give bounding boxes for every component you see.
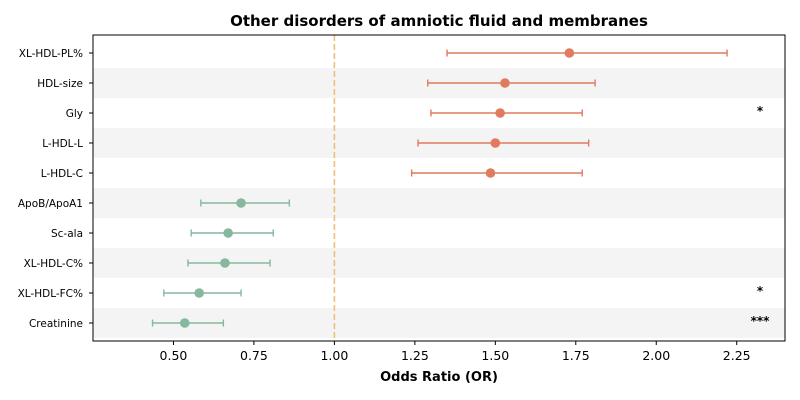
significance-labels: ***** [751, 104, 771, 328]
row-bands [93, 68, 785, 338]
point-estimate [490, 138, 501, 148]
y-tick-label: Gly [66, 108, 83, 120]
estimates [151, 48, 728, 328]
y-tick-label: XL-HDL-C% [24, 258, 83, 270]
y-tick-label: L-HDL-L [42, 138, 83, 150]
point-estimate [564, 48, 575, 58]
x-tick-label: 0.75 [240, 348, 268, 363]
point-estimate [500, 78, 510, 88]
point-estimate [194, 288, 205, 298]
x-tick-label: 1.50 [481, 348, 509, 363]
x-tick-label: 0.50 [160, 348, 188, 363]
y-tick-label: XL-HDL-PL% [19, 48, 83, 60]
row-band [93, 188, 785, 218]
point-estimate [179, 318, 190, 328]
x-tick-label: 1.25 [401, 348, 429, 363]
significance-label: * [757, 104, 764, 118]
y-tick-label: L-HDL-C [41, 168, 83, 180]
significance-label: * [757, 284, 764, 298]
x-tick-label: 2.25 [723, 348, 751, 363]
point-estimate [485, 168, 496, 178]
x-tick-label: 1.75 [562, 348, 590, 363]
y-tick-label: XL-HDL-FC% [18, 288, 83, 300]
x-axis: 0.50 0.75 1.00 1.25 1.50 1.75 2.00 2.25 [160, 341, 751, 363]
y-axis-labels: XL-HDL-PL% HDL-size Gly L-HDL-L L-HDL-C ApoB/… [18, 48, 93, 330]
x-axis-label: Odds Ratio (OR) [380, 370, 498, 385]
plot-frame [92, 34, 786, 342]
significance-label: *** [751, 314, 771, 328]
point-estimate [220, 258, 230, 268]
y-tick-label: ApoB/ApoA1 [18, 198, 83, 210]
point-estimate [236, 198, 246, 208]
y-tick-label: HDL-size [37, 78, 83, 90]
chart-title: Other disorders of amniotic fluid and me… [230, 12, 648, 30]
x-tick-label: 1.00 [320, 348, 348, 363]
y-tick-label: Sc-ala [51, 228, 83, 240]
y-tick-label: Creatinine [29, 318, 83, 330]
point-estimate [223, 228, 233, 238]
point-estimate [495, 108, 505, 118]
x-tick-label: 2.00 [642, 348, 670, 363]
